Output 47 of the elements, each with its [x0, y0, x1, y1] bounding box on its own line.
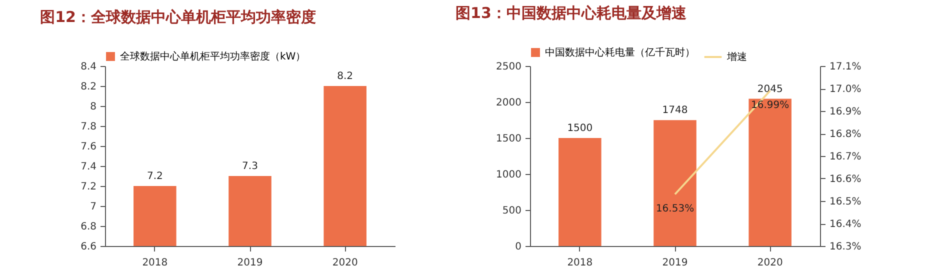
y2-tick-label: 17.0% — [830, 84, 862, 95]
y-tick-label: 2500 — [496, 62, 522, 72]
chart-title: 图12：全球数据中心单机柜平均功率密度 — [40, 8, 316, 26]
y-tick-label: 6.8 — [80, 222, 96, 232]
bar — [748, 98, 792, 246]
y-tick-label: 1500 — [496, 134, 522, 144]
x-tick-label: 2020 — [757, 258, 783, 268]
y-tick-label: 500 — [502, 206, 522, 216]
x-tick-label: 2019 — [662, 258, 688, 268]
y2-tick-label: 16.9% — [830, 106, 862, 118]
y-tick-label: 8.2 — [80, 82, 96, 92]
x-tick-label: 2019 — [237, 258, 263, 268]
y-tick-label: 7 — [90, 202, 96, 212]
x-tick-label: 2020 — [332, 258, 358, 268]
y2-tick-label: 16.5% — [830, 196, 862, 208]
y-tick-label: 8.4 — [80, 62, 96, 72]
data-label: 2045 — [757, 84, 783, 95]
legend-label: 全球数据中心单机柜平均功率密度（kW） — [120, 50, 306, 62]
y-tick-label: 2000 — [496, 98, 522, 108]
legend-label: 增速 — [726, 51, 747, 63]
y-tick-label: 6.6 — [80, 242, 96, 252]
y2-tick-label: 16.7% — [830, 152, 862, 162]
y2-tick-label: 16.8% — [830, 129, 862, 140]
y-tick-label: 7.8 — [80, 122, 96, 132]
y-tick-label: 8 — [90, 102, 96, 112]
data-label: 1500 — [567, 123, 593, 134]
y2-tick-label: 16.6% — [830, 174, 862, 185]
x-tick-label: 2018 — [142, 258, 168, 268]
data-label: 7.2 — [146, 171, 163, 182]
y-tick-label: 1000 — [496, 170, 522, 180]
y-tick-label: 7.2 — [80, 182, 96, 192]
data-label: 8.2 — [337, 71, 354, 82]
y2-tick-label: 17.1% — [830, 62, 862, 72]
bar — [558, 138, 602, 246]
bar — [654, 120, 696, 246]
y-tick-label: 7.4 — [80, 162, 96, 172]
data-label: 7.3 — [242, 161, 258, 172]
data-label: 1748 — [662, 105, 688, 116]
y2-tick-label: 16.4% — [830, 219, 862, 230]
data-label: 16.53% — [656, 203, 694, 214]
chart-title: 图13：中国数据中心耗电量及增速 — [456, 4, 688, 22]
legend-label: 中国数据中心耗电量（亿千瓦时） — [545, 46, 695, 58]
data-label: 16.99% — [751, 100, 790, 111]
y-tick-label: 0 — [515, 242, 522, 252]
y-tick-label: 7.6 — [80, 142, 96, 152]
x-tick-label: 2018 — [567, 258, 593, 268]
y2-tick-label: 16.3% — [830, 242, 862, 252]
